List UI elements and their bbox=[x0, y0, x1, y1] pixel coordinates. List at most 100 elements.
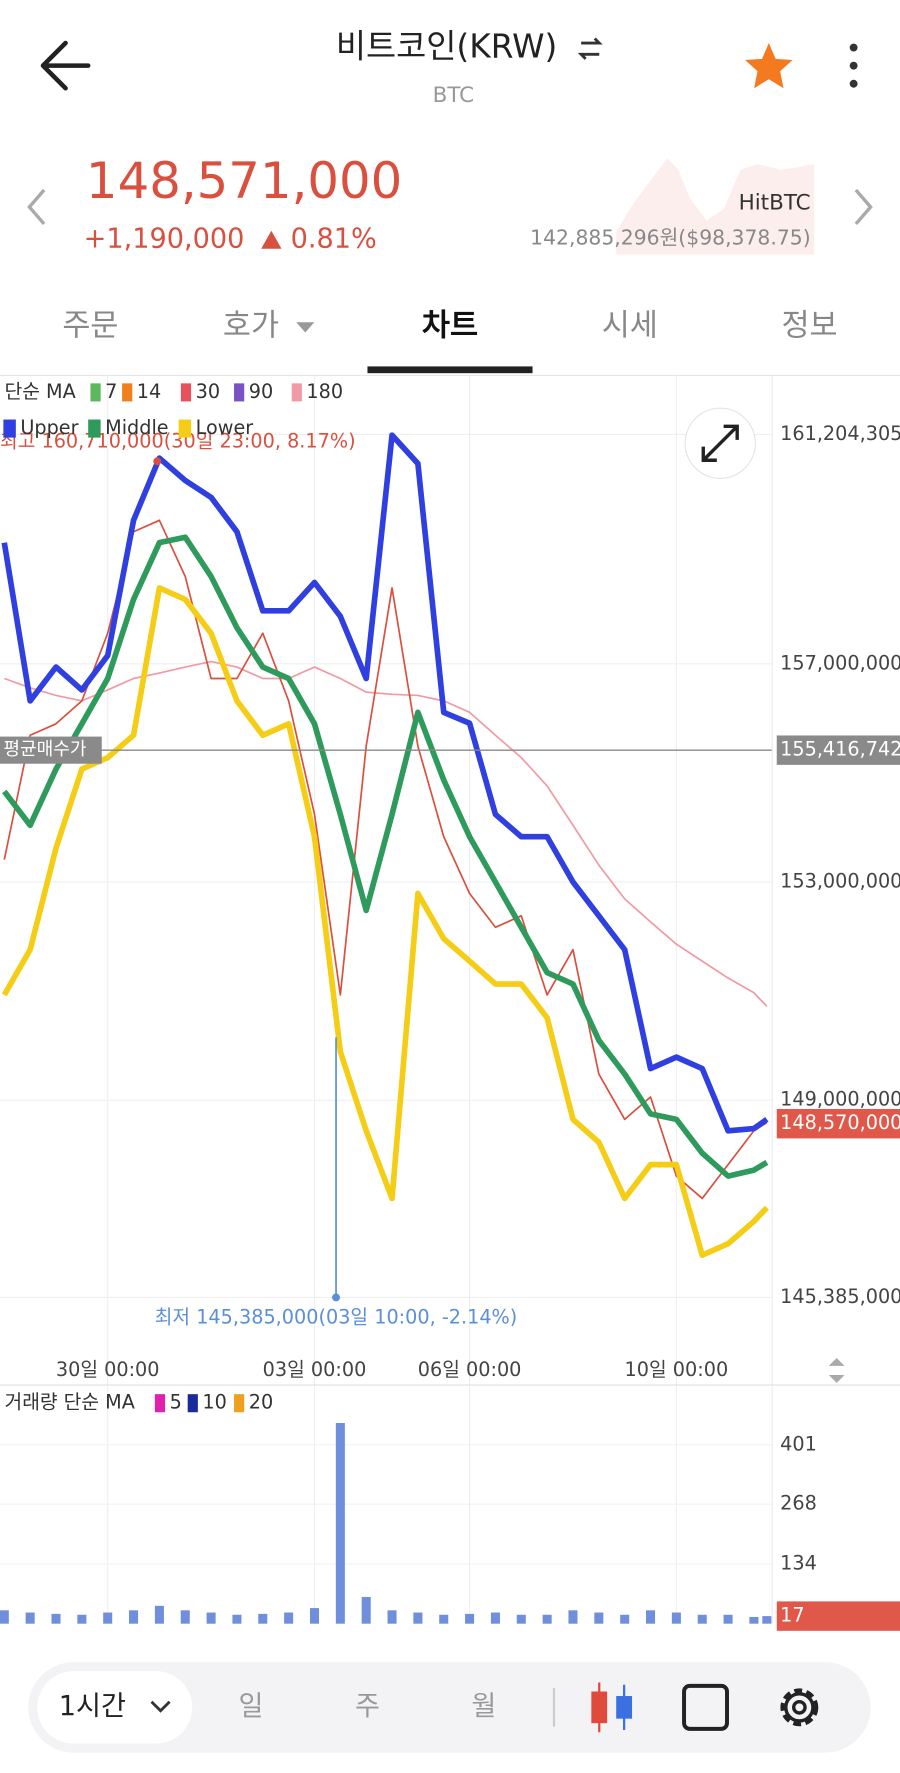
tab[interactable]: 차트 bbox=[422, 308, 478, 343]
y-tick-label: 153,000,000 bbox=[780, 870, 900, 893]
volume-bar bbox=[413, 1612, 423, 1624]
change-rate: 0.81% bbox=[291, 223, 377, 254]
volume-bar bbox=[129, 1610, 139, 1624]
volume-bar bbox=[0, 1610, 9, 1624]
candle-type-button[interactable] bbox=[591, 1682, 633, 1733]
tab[interactable]: 정보 bbox=[781, 308, 837, 343]
volume-bar bbox=[51, 1613, 61, 1624]
volume-bar bbox=[387, 1610, 397, 1624]
volume-bar bbox=[490, 1612, 500, 1624]
interval-pill[interactable] bbox=[37, 1671, 193, 1744]
period[interactable]: 일 bbox=[239, 1691, 264, 1722]
subtitle: BTC bbox=[433, 83, 475, 108]
high-marker bbox=[153, 457, 162, 466]
legend-swatch bbox=[234, 383, 245, 402]
exchange-name: HitBTC bbox=[739, 191, 811, 216]
tab[interactable]: 주문 bbox=[62, 308, 118, 343]
volume-bar bbox=[206, 1612, 216, 1624]
x-tick-label: 10일 00:00 bbox=[625, 1358, 729, 1381]
band-line bbox=[2, 534, 769, 1179]
legend-label: 90 bbox=[249, 380, 273, 403]
period[interactable]: 월 bbox=[471, 1691, 496, 1722]
legend-label: 20 bbox=[249, 1391, 273, 1414]
up-triangle bbox=[261, 230, 282, 249]
legend-swatch bbox=[234, 1394, 245, 1413]
tab[interactable]: 호가 bbox=[223, 308, 279, 343]
legend-swatch bbox=[178, 419, 192, 438]
volume-bar bbox=[439, 1614, 449, 1624]
title: 비트코인(KRW) bbox=[336, 28, 557, 66]
y-tick-label: 157,000,000 bbox=[780, 651, 900, 674]
legend-label: Lower bbox=[196, 416, 254, 439]
y-tick-label: 161,204,305 bbox=[780, 422, 900, 445]
x-tick-label: 06일 00:00 bbox=[418, 1358, 522, 1381]
volume-bar bbox=[258, 1613, 268, 1624]
y-tick-label: 134 bbox=[780, 1551, 817, 1574]
favorite-star[interactable] bbox=[745, 43, 793, 89]
tab[interactable]: 시세 bbox=[602, 308, 658, 343]
interval[interactable]: 1시간 bbox=[59, 1691, 126, 1722]
y-tick-label: 268 bbox=[780, 1492, 817, 1515]
dropdown-icon bbox=[150, 1700, 171, 1713]
average-tag bbox=[0, 736, 102, 764]
swap-icon[interactable] bbox=[577, 37, 603, 60]
legend-swatch bbox=[3, 419, 16, 438]
average-value-tag bbox=[776, 735, 900, 765]
volume-bar bbox=[103, 1612, 113, 1624]
volume-bar bbox=[77, 1614, 87, 1624]
grid bbox=[0, 375, 773, 1624]
prev-arrow[interactable] bbox=[27, 188, 46, 226]
x-tick-label: 30일 00:00 bbox=[56, 1358, 160, 1381]
sparkline bbox=[616, 158, 815, 255]
volume-bar bbox=[646, 1610, 656, 1624]
volume-bar bbox=[465, 1613, 475, 1624]
legend-swatch bbox=[90, 383, 101, 402]
volume-bar bbox=[697, 1614, 707, 1624]
volume-bar bbox=[284, 1612, 294, 1624]
current-price: 148,571,000 bbox=[86, 152, 402, 210]
volume-bar bbox=[671, 1612, 681, 1624]
legend-label: 5 bbox=[170, 1391, 182, 1414]
volume-bar bbox=[335, 1423, 345, 1624]
volume-bar bbox=[568, 1610, 578, 1624]
volume-bar bbox=[620, 1614, 630, 1624]
volume-bar bbox=[594, 1612, 604, 1624]
volume-bar bbox=[25, 1612, 35, 1624]
drawing-button[interactable] bbox=[682, 1683, 729, 1731]
legend-label: 7 bbox=[105, 380, 117, 403]
menu-button[interactable] bbox=[849, 43, 858, 88]
price-change: +1,190,000 bbox=[84, 223, 245, 254]
period[interactable]: 주 bbox=[355, 1691, 380, 1722]
plot bbox=[0, 432, 773, 1624]
price-line bbox=[3, 519, 768, 1200]
tab-indicator bbox=[367, 366, 533, 374]
back-button[interactable] bbox=[40, 40, 91, 91]
last-volume-tag bbox=[776, 1601, 900, 1631]
volume-bar bbox=[154, 1605, 164, 1624]
legend-swatch bbox=[187, 1394, 198, 1413]
legend-label: Middle bbox=[105, 416, 168, 439]
tab-bar: 주문 호가 차트 시세 정보 bbox=[62, 308, 838, 374]
average-name: 평균매수가 bbox=[3, 739, 87, 760]
volume-bar bbox=[232, 1614, 242, 1624]
low-marker bbox=[332, 1293, 340, 1302]
axis-labels: 30일 00:00 03일 00:00 06일 00:00 10일 00:00 145,… bbox=[0, 422, 900, 1631]
legend-label: 180 bbox=[306, 380, 343, 403]
legend-label: 14 bbox=[137, 380, 161, 403]
settings-button[interactable] bbox=[780, 1688, 819, 1727]
toolbar bbox=[28, 1662, 871, 1753]
band-line bbox=[1, 585, 769, 1259]
volume-bar bbox=[361, 1596, 371, 1624]
volume-bar bbox=[749, 1616, 759, 1624]
resize-handle[interactable] bbox=[828, 1357, 845, 1383]
legend-swatch bbox=[180, 383, 192, 402]
next-arrow[interactable] bbox=[854, 188, 873, 226]
last-price-tag bbox=[776, 1108, 900, 1139]
legend-swatch bbox=[122, 383, 133, 402]
average-value: 155,416,742 bbox=[780, 738, 900, 761]
band-line bbox=[1, 432, 769, 1134]
volume-bar bbox=[542, 1614, 552, 1624]
y-tick-label: 145,385,000 bbox=[780, 1285, 900, 1308]
